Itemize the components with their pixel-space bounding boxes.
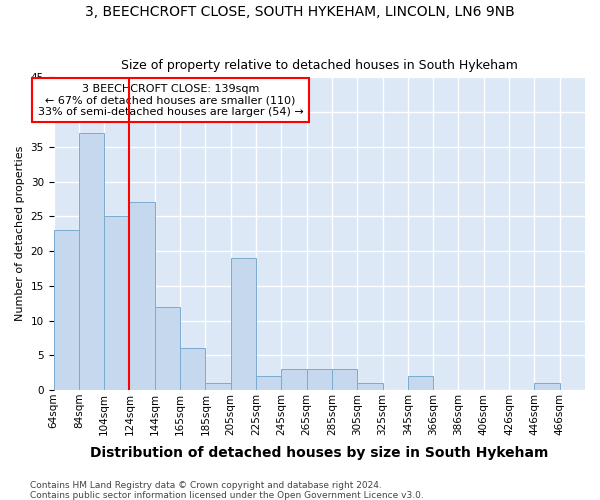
Bar — [205, 383, 230, 390]
Bar — [357, 383, 383, 390]
X-axis label: Distribution of detached houses by size in South Hykeham: Distribution of detached houses by size … — [90, 446, 548, 460]
Bar — [408, 376, 433, 390]
Bar — [180, 348, 205, 390]
Bar — [307, 369, 332, 390]
Bar — [332, 369, 357, 390]
Bar — [53, 230, 79, 390]
Bar — [104, 216, 130, 390]
Y-axis label: Number of detached properties: Number of detached properties — [15, 146, 25, 322]
Bar — [535, 383, 560, 390]
Bar — [256, 376, 281, 390]
Bar — [230, 258, 256, 390]
Text: 3, BEECHCROFT CLOSE, SOUTH HYKEHAM, LINCOLN, LN6 9NB: 3, BEECHCROFT CLOSE, SOUTH HYKEHAM, LINC… — [85, 5, 515, 19]
Text: 3 BEECHCROFT CLOSE: 139sqm
← 67% of detached houses are smaller (110)
33% of sem: 3 BEECHCROFT CLOSE: 139sqm ← 67% of deta… — [38, 84, 304, 117]
Bar — [130, 202, 155, 390]
Bar — [281, 369, 307, 390]
Text: Contains HM Land Registry data © Crown copyright and database right 2024.: Contains HM Land Registry data © Crown c… — [30, 481, 382, 490]
Bar — [79, 133, 104, 390]
Bar — [155, 306, 180, 390]
Text: Contains public sector information licensed under the Open Government Licence v3: Contains public sector information licen… — [30, 491, 424, 500]
Title: Size of property relative to detached houses in South Hykeham: Size of property relative to detached ho… — [121, 59, 518, 72]
